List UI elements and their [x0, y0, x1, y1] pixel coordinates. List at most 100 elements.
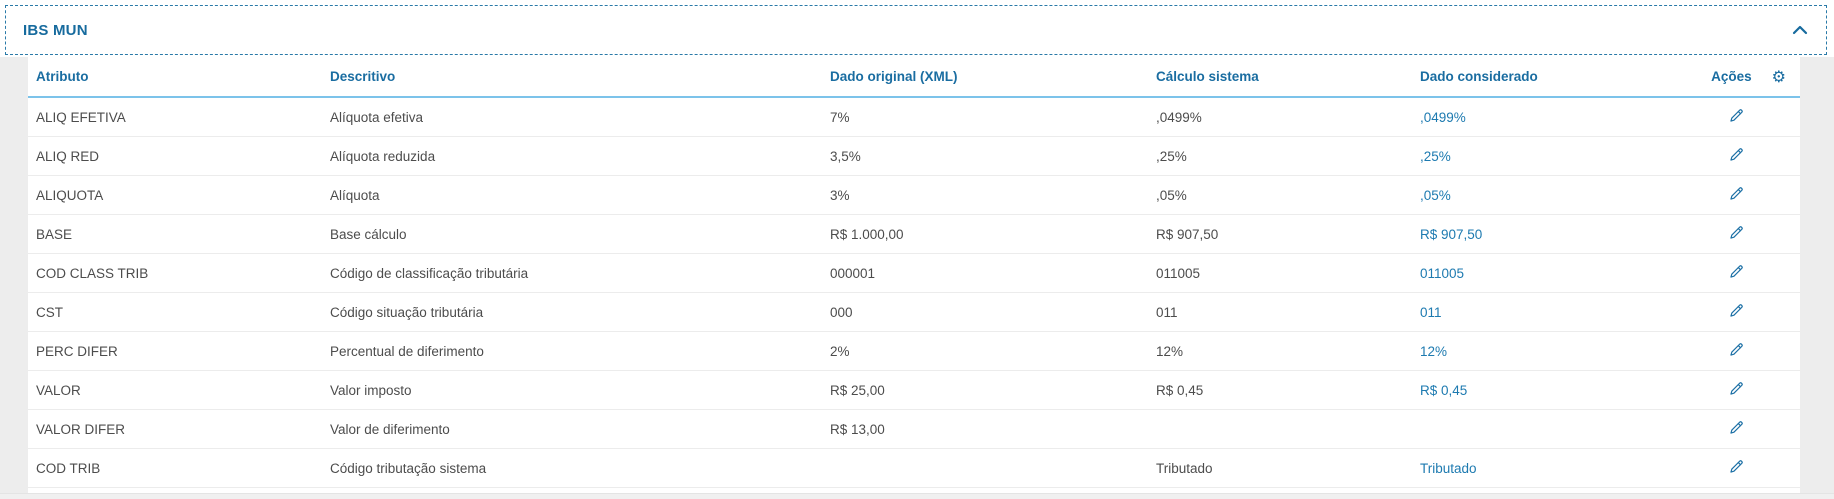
edit-button[interactable]: [1724, 144, 1748, 168]
cell-descritivo: Valor imposto: [330, 382, 412, 398]
table-body: ALIQ EFETIVA Alíquota efetiva 7% ,0499% …: [28, 98, 1800, 488]
column-header-dado-considerado: Dado considerado: [1420, 69, 1538, 84]
cell-calculo-sistema: R$ 907,50: [1156, 226, 1219, 242]
cell-dado-considerado: ,05%: [1412, 188, 1700, 203]
cell-atributo: COD TRIB: [36, 460, 101, 476]
edit-button[interactable]: [1724, 261, 1748, 285]
cell-calculo-sistema: R$ 0,45: [1156, 382, 1204, 398]
page-background-bottom: [0, 493, 1834, 499]
pencil-icon: [1728, 302, 1745, 322]
cell-acoes: [1700, 98, 1800, 136]
dado-considerado-value[interactable]: Tributado: [1420, 460, 1477, 476]
cell-acoes: [1700, 449, 1800, 487]
cell-atributo: PERC DIFER: [36, 343, 118, 359]
dado-considerado-value[interactable]: R$ 907,50: [1420, 226, 1483, 242]
cell-descritivo: Alíquota reduzida: [330, 148, 436, 164]
cell-dado-considerado: R$ 0,45: [1412, 383, 1700, 398]
page-background-left: [0, 57, 28, 499]
cell-atributo: VALOR DIFER: [36, 421, 126, 437]
dado-considerado-value[interactable]: ,25%: [1420, 148, 1451, 164]
cell-acoes: [1700, 176, 1800, 214]
table-row: ALIQ RED Alíquota reduzida 3,5% ,25% ,25…: [28, 137, 1800, 176]
cell-atributo: ALIQ EFETIVA: [36, 109, 126, 125]
cell-calculo-sistema: 12%: [1156, 343, 1184, 359]
cell-dado-original: 3,5%: [830, 148, 861, 164]
cell-dado-original: 2%: [830, 343, 850, 359]
cell-dado-original: R$ 25,00: [830, 382, 885, 398]
cell-dado-considerado: 011: [1412, 305, 1700, 320]
cell-atributo: CST: [36, 304, 63, 320]
dado-considerado-value[interactable]: 011: [1420, 304, 1442, 320]
pencil-icon: [1728, 224, 1745, 244]
cell-calculo-sistema: 011: [1156, 304, 1178, 320]
column-header-calculo-sistema: Cálculo sistema: [1156, 69, 1259, 84]
cell-descritivo: Percentual de diferimento: [330, 343, 484, 359]
column-header-acoes: Ações ⚙: [1700, 69, 1800, 85]
cell-acoes: [1700, 332, 1800, 370]
pencil-icon: [1728, 341, 1745, 361]
cell-dado-original: R$ 1.000,00: [830, 226, 904, 242]
cell-acoes: [1700, 254, 1800, 292]
edit-button[interactable]: [1724, 222, 1748, 246]
cell-descritivo: Base cálculo: [330, 226, 407, 242]
column-header-acoes-label: Ações: [1711, 69, 1752, 84]
table-row: ALIQUOTA Alíquota 3% ,05% ,05%: [28, 176, 1800, 215]
table-row: COD CLASS TRIB Código de classificação t…: [28, 254, 1800, 293]
edit-button[interactable]: [1724, 378, 1748, 402]
cell-descritivo: Valor de diferimento: [330, 421, 450, 437]
cell-dado-considerado: R$ 907,50: [1412, 227, 1700, 242]
cell-atributo: ALIQUOTA: [36, 187, 104, 203]
edit-button[interactable]: [1724, 339, 1748, 363]
cell-descritivo: Código de classificação tributária: [330, 265, 529, 281]
cell-acoes: [1700, 371, 1800, 409]
pencil-icon: [1728, 263, 1745, 283]
cell-acoes: [1700, 215, 1800, 253]
collapse-button[interactable]: [1790, 20, 1810, 40]
table-row: PERC DIFER Percentual de diferimento 2% …: [28, 332, 1800, 371]
dado-considerado-value[interactable]: 011005: [1420, 265, 1465, 281]
cell-descritivo: Alíquota: [330, 187, 380, 203]
dado-considerado-value[interactable]: ,0499%: [1420, 109, 1466, 125]
edit-button[interactable]: [1724, 456, 1748, 480]
cell-atributo: VALOR: [36, 382, 81, 398]
column-header-atributo: Atributo: [36, 69, 89, 84]
section-header-ibs-mun[interactable]: IBS MUN: [5, 5, 1827, 55]
section-header-band: IBS MUN: [0, 0, 1834, 57]
dado-considerado-value[interactable]: 12%: [1420, 343, 1448, 359]
cell-calculo-sistema: ,25%: [1156, 148, 1187, 164]
cell-atributo: BASE: [36, 226, 73, 242]
edit-button[interactable]: [1724, 300, 1748, 324]
cell-dado-considerado: 12%: [1412, 344, 1700, 359]
cell-descritivo: Alíquota efetiva: [330, 109, 424, 125]
cell-atributo: ALIQ RED: [36, 148, 100, 164]
table-row: VALOR DIFER Valor de diferimento R$ 13,0…: [28, 410, 1800, 449]
pencil-icon: [1728, 419, 1745, 439]
pencil-icon: [1728, 107, 1745, 127]
cell-dado-considerado: ,25%: [1412, 149, 1700, 164]
cell-dado-considerado: ,0499%: [1412, 110, 1700, 125]
cell-dado-considerado: Tributado: [1412, 461, 1700, 476]
table-row: BASE Base cálculo R$ 1.000,00 R$ 907,50 …: [28, 215, 1800, 254]
table-row: VALOR Valor imposto R$ 25,00 R$ 0,45 R$ …: [28, 371, 1800, 410]
gear-icon[interactable]: ⚙: [1771, 68, 1786, 85]
column-header-descritivo: Descritivo: [330, 69, 396, 84]
cell-acoes: [1700, 410, 1800, 448]
cell-dado-original: 3%: [830, 187, 850, 203]
edit-button[interactable]: [1724, 417, 1748, 441]
page-background-right: [1800, 57, 1834, 499]
pencil-icon: [1728, 458, 1745, 478]
edit-button[interactable]: [1724, 183, 1748, 207]
cell-atributo: COD CLASS TRIB: [36, 265, 149, 281]
dado-considerado-value[interactable]: ,05%: [1420, 187, 1451, 203]
pencil-icon: [1728, 380, 1745, 400]
dado-considerado-value[interactable]: R$ 0,45: [1420, 382, 1468, 398]
attributes-table: Atributo Descritivo Dado original (XML) …: [28, 57, 1800, 493]
table-row: COD TRIB Código tributação sistema Tribu…: [28, 449, 1800, 488]
cell-dado-considerado: 011005: [1412, 266, 1700, 281]
edit-button[interactable]: [1724, 105, 1748, 129]
cell-acoes: [1700, 293, 1800, 331]
cell-descritivo: Código tributação sistema: [330, 460, 487, 476]
column-header-dado-original: Dado original (XML): [830, 69, 958, 84]
cell-dado-original: 000001: [830, 265, 876, 281]
